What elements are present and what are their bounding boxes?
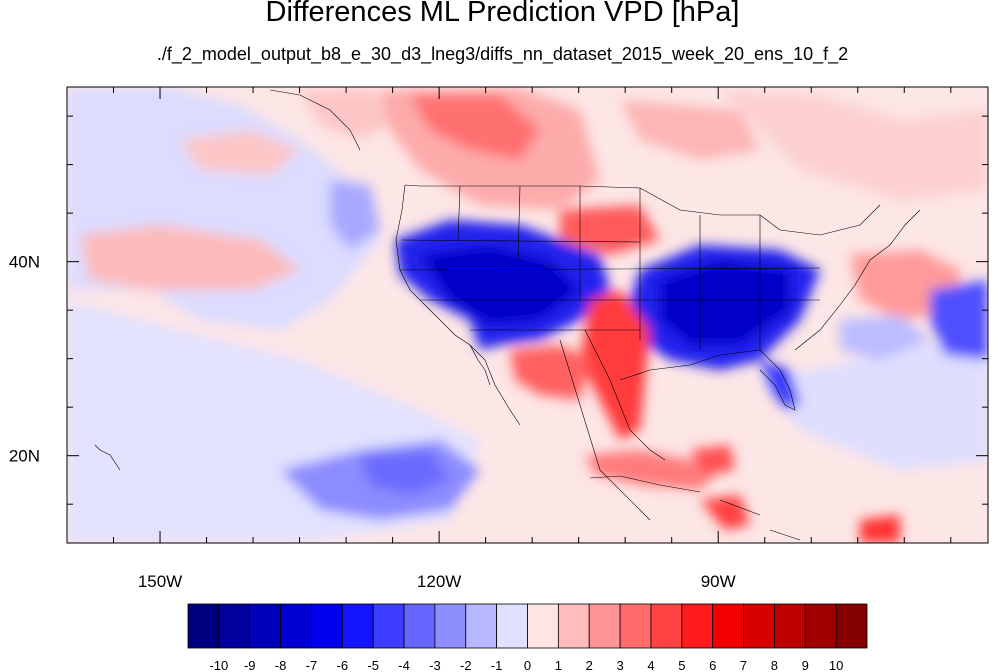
colorbar-label: -2 [460,658,472,672]
colorbar-label: -4 [398,658,410,672]
colorbar: -10 -9 -8 -7 -6 -5 -4 -3 -2 -1 0 1 2 3 4 5 6 7 8 9 10 [187,603,868,672]
colorbar-swatch [249,603,281,649]
colorbar-swatch [341,603,374,649]
colorbar-swatch [712,603,744,649]
colorbar-label: -9 [244,658,256,672]
colorbar-swatch [681,603,714,649]
colorbar-label: -5 [367,658,379,672]
colorbar-label: 5 [678,658,685,672]
colorbar-label: 9 [802,658,809,672]
colorbar-label: 2 [586,658,593,672]
colorbar-swatch [650,603,683,649]
colorbar-label: -7 [306,658,318,672]
colorbar-label: 1 [555,658,562,672]
colorbar-label: -10 [209,658,228,672]
axis-ticks: 150W 120W 90W 40N 20N [9,87,988,591]
plot-frame [66,86,989,544]
colorbar-swatch [465,603,498,649]
colorbar-swatch [774,603,806,649]
lon-tick-label: 90W [701,572,736,591]
colorbar-swatch [372,603,405,649]
colorbar-label: -3 [429,658,441,672]
colorbar-label: -8 [275,658,287,672]
colorbar-swatch [280,603,312,649]
colorbar-swatch [311,603,343,649]
map-title: Differences ML Prediction VPD [hPa] [265,0,740,28]
coastlines [94,89,921,541]
lon-tick-label: 120W [417,572,461,591]
colorbar-swatch [496,603,528,649]
colorbar-swatch [557,603,590,649]
colorbar-swatch [403,603,436,649]
colorbar-swatch [434,603,467,649]
colorbar-label: 6 [709,658,716,672]
colorbar-label: 4 [647,658,654,672]
colorbar-label: 0 [524,658,531,672]
colorbar-swatch [588,603,621,649]
colorbar-swatch [187,603,220,649]
colorbar-swatch [804,603,837,649]
field-shading [67,87,988,543]
colorbar-swatch [743,603,775,649]
colorbar-label: 8 [771,658,778,672]
colorbar-label: 10 [829,658,843,672]
map-subtitle: ./f_2_model_output_b8_e_30_d3_lneg3/diff… [156,44,849,64]
lon-tick-label: 150W [138,572,182,591]
colorbar-label: -6 [337,658,349,672]
lat-tick-label: 20N [9,447,40,466]
lat-tick-label: 40N [9,253,40,272]
colorbar-swatch [835,603,868,649]
colorbar-label: -1 [491,658,503,672]
colorbar-swatch [619,603,652,649]
colorbar-swatch [527,603,559,649]
colorbar-label: 3 [616,658,623,672]
colorbar-label: 7 [740,658,747,672]
colorbar-swatch [218,603,251,649]
